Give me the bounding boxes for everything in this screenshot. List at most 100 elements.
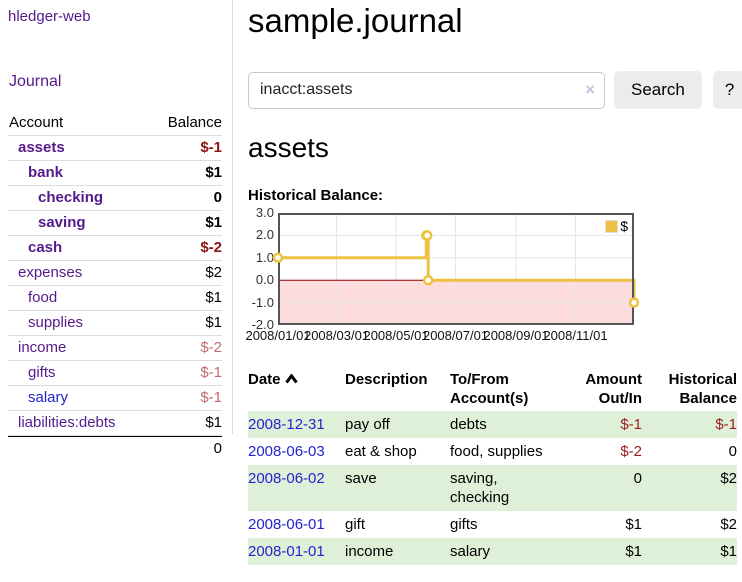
app-title-link[interactable]: hledger-web [8,8,91,25]
sidebar-account-link[interactable]: gifts [28,364,56,381]
transaction-description: pay off [345,416,390,433]
transaction-description: eat & shop [345,443,417,460]
column-header-description: Description [345,371,428,388]
accounts-total-row: 0 [8,436,222,460]
main-content: sample.journal × Search ? assets Histori… [233,0,742,565]
x-tick-label: 2008/03/01 [303,328,370,343]
account-row: salary $-1 [8,386,222,411]
x-tick-label: 2008/11/01 [543,328,608,343]
account-balance: $1 [205,314,222,331]
y-tick-label: 3.0 [255,205,274,220]
transaction-amount: $1 [625,516,642,533]
clear-search-icon[interactable]: × [585,79,595,99]
account-row: gifts $-1 [8,361,222,386]
y-tick-label: 2.0 [255,227,274,243]
accounts-table: Account Balance assets $-1 bank $1 checking 0… [8,112,222,460]
y-tick-label: 1.0 [255,249,274,265]
sidebar-account-link[interactable]: salary [28,389,69,406]
transaction-amount: 0 [633,470,642,487]
transaction-row: 2008-06-02 save saving, checking 0 $2 [248,465,737,511]
account-row: supplies $1 [8,311,222,336]
sidebar-account-link[interactable]: liabilities:debts [18,414,116,431]
transaction-amount: $1 [625,543,642,560]
account-row: cash $-2 [8,236,222,261]
transaction-amount: $-1 [620,416,642,433]
legend-swatch [605,219,619,233]
account-balance: $-1 [200,139,222,156]
account-row: checking 0 [8,186,222,211]
y-tick-label: 0.0 [255,272,274,288]
x-tick-label: 2008/05/01 [363,328,429,343]
transaction-row: 2008-06-01 gift gifts $1 $2 [248,511,737,538]
account-balance: $-1 [200,389,222,406]
y-tick-label: -2.0 [251,317,274,332]
sidebar-account-link[interactable]: cash [28,239,63,256]
search-button[interactable]: Search [614,71,702,109]
transaction-date-link[interactable]: 2008-06-03 [248,443,325,460]
x-tick-label: 2008/09/01 [483,328,549,343]
sidebar-account-link[interactable]: expenses [18,264,83,281]
sidebar-account-link[interactable]: assets [18,139,65,156]
transactions-table: Date Description To/From Account(s) Amount … [248,367,737,565]
transaction-description: gift [345,516,366,533]
help-button[interactable]: ? [712,71,742,109]
balance-column-header: Balance [167,114,222,131]
transaction-accounts: debts [450,416,487,433]
chart-y-axis: 3.0 2.0 1.0 0.0 -1.0 -2.0 [248,205,278,332]
search-input[interactable] [248,71,605,109]
column-header-tofrom: To/From Account(s) [450,371,529,407]
transaction-balance: $2 [720,470,737,487]
account-balance: $1 [205,289,222,306]
account-balance: $2 [205,264,222,281]
transaction-description: income [345,543,394,560]
transaction-balance: $-1 [715,416,737,433]
chart-x-axis: 2008/01/01 2008/03/01 2008/05/01 2008/07/01… [245,328,634,346]
account-row: assets $-1 [8,136,222,161]
transaction-row: 2008-06-03 eat & shop food, supplies $-2 0 [248,438,737,465]
account-row: bank $1 [8,161,222,186]
accounts-total-value: 0 [213,440,222,457]
account-row: liabilities:debts $1 [8,411,222,436]
sidebar-account-link[interactable]: checking [38,189,104,206]
account-column-header: Account [9,114,64,131]
transaction-accounts: gifts [450,516,478,533]
column-header-historical: Historical Balance [668,371,737,407]
sidebar-account-link[interactable]: saving [38,214,86,231]
account-balance: $1 [205,164,222,181]
legend-label: $ [620,218,628,234]
page-title: sample.journal [248,2,463,39]
account-row: food $1 [8,286,222,311]
sidebar-account-link[interactable]: income [18,339,67,356]
account-row: expenses $2 [8,261,222,286]
page: hledger-web Journal Account Balance asse… [0,0,742,565]
search-bar: × Search ? [248,71,742,109]
transaction-amount: $-2 [620,443,642,460]
transaction-date-link[interactable]: 2008-06-02 [248,470,325,487]
transaction-accounts: food, supplies [450,443,543,460]
transaction-balance: $2 [720,516,737,533]
transaction-date-link[interactable]: 2008-12-31 [248,416,325,433]
column-header-amount: Amount Out/In [585,371,642,407]
account-row: saving $1 [8,211,222,236]
sidebar: hledger-web Journal Account Balance asse… [0,0,233,457]
transaction-description: save [345,470,377,487]
x-tick-label: 2008/07/01 [422,328,489,343]
sort-ascending-icon [284,374,298,384]
sidebar-account-link[interactable]: food [28,289,58,306]
account-heading: assets [248,132,329,163]
account-balance: $1 [205,214,222,231]
x-tick-label: 2008/01/01 [245,328,311,343]
sidebar-account-link[interactable]: supplies [28,314,84,331]
chart-plot-area: $ [272,213,640,325]
account-row: income $-2 [8,336,222,361]
column-header-date[interactable]: Date [248,367,345,411]
account-balance: $-2 [200,239,222,256]
transaction-date-link[interactable]: 2008-06-01 [248,516,325,533]
sidebar-item-journal[interactable]: Journal [9,73,62,90]
transaction-balance: $1 [720,543,737,560]
transaction-row: 2008-01-01 income salary $1 $1 [248,538,737,565]
transaction-date-link[interactable]: 2008-01-01 [248,543,325,560]
chart-legend: $ [605,218,628,234]
sidebar-account-link[interactable]: bank [28,164,64,181]
account-balance: $-2 [200,339,222,356]
